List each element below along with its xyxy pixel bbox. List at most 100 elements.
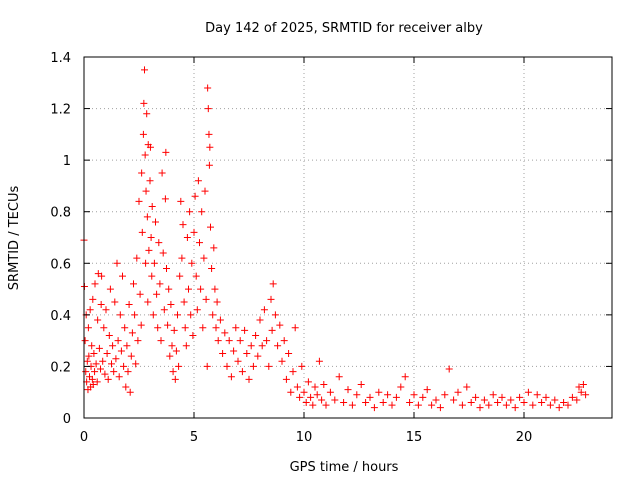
data-point: [176, 272, 184, 280]
data-point: [182, 342, 190, 350]
data-point: [175, 362, 183, 370]
data-point: [115, 373, 123, 381]
data-point: [201, 187, 209, 195]
y-tick-label: 0.4: [50, 309, 71, 324]
data-point: [213, 298, 221, 306]
data-point: [285, 350, 293, 358]
data-point: [502, 401, 510, 409]
data-point: [212, 324, 220, 332]
data-point: [362, 399, 370, 407]
data-point: [287, 388, 295, 396]
data-point: [353, 391, 361, 399]
data-point: [156, 280, 164, 288]
y-tick-label: 0.2: [50, 360, 71, 375]
data-point: [304, 378, 312, 386]
data-point: [143, 213, 151, 221]
data-point: [199, 324, 207, 332]
data-point: [172, 347, 180, 355]
data-point: [480, 396, 488, 404]
data-point: [105, 331, 113, 339]
data-point: [214, 337, 222, 345]
x-axis-label: GPS time / hours: [290, 460, 399, 475]
data-point: [335, 373, 343, 381]
data-point: [137, 321, 145, 329]
data-point: [267, 295, 275, 303]
data-point: [138, 228, 146, 236]
data-point: [127, 352, 135, 360]
data-point: [450, 396, 458, 404]
data-point: [161, 195, 169, 203]
data-point: [206, 143, 214, 151]
data-point: [245, 375, 253, 383]
data-point: [153, 290, 161, 298]
data-marks: [80, 66, 590, 412]
data-point: [225, 337, 233, 345]
x-tick-label: 0: [80, 430, 88, 445]
data-point: [145, 246, 153, 254]
data-point: [117, 347, 125, 355]
data-point: [119, 272, 126, 280]
data-point: [159, 249, 167, 257]
data-point: [205, 161, 213, 169]
data-point: [204, 84, 212, 92]
data-point: [516, 393, 524, 401]
data-point: [120, 362, 128, 370]
data-point: [154, 324, 162, 332]
data-point: [298, 362, 306, 370]
data-point: [454, 388, 462, 396]
data-point: [227, 373, 235, 381]
data-point: [249, 362, 257, 370]
tick-labels: 0 0.2 0.4 0.6 0.8 1 1.2 1.4 0 5 10 15 20: [50, 51, 532, 445]
data-point: [428, 401, 436, 409]
data-point: [219, 350, 227, 358]
data-point: [370, 404, 378, 412]
data-point: [524, 388, 532, 396]
data-point: [85, 352, 93, 360]
data-point: [252, 331, 260, 339]
data-point: [366, 393, 374, 401]
data-point: [95, 344, 103, 352]
data-point: [463, 383, 471, 391]
data-point: [82, 368, 90, 376]
data-point: [320, 380, 328, 388]
data-point: [315, 357, 323, 365]
data-point: [83, 357, 91, 365]
data-point: [185, 285, 192, 293]
data-point: [357, 380, 365, 388]
data-point: [148, 203, 156, 211]
data-point: [489, 391, 497, 399]
data-point: [230, 347, 238, 355]
x-tick-label: 15: [406, 430, 423, 445]
data-point: [379, 399, 387, 407]
plot-frame: [83, 56, 613, 419]
data-point: [126, 388, 134, 396]
data-point: [180, 298, 188, 306]
data-point: [388, 401, 396, 409]
data-point: [103, 350, 111, 358]
data-point: [155, 239, 163, 247]
data-point: [410, 391, 418, 399]
data-point: [135, 197, 143, 205]
grid: [84, 57, 612, 418]
y-tick-label: 1: [63, 154, 71, 169]
data-point: [99, 357, 107, 365]
data-point: [101, 370, 109, 378]
data-point: [205, 130, 213, 138]
data-point: [100, 324, 108, 332]
data-point: [102, 306, 110, 314]
data-point: [348, 401, 356, 409]
data-point: [467, 399, 475, 407]
ticks: [83, 56, 612, 419]
data-point: [254, 352, 262, 360]
x-tick-label: 10: [296, 430, 313, 445]
data-point: [187, 311, 195, 319]
data-point: [280, 337, 288, 345]
data-point: [125, 301, 133, 309]
data-point: [88, 375, 96, 383]
data-point: [190, 228, 198, 236]
data-point: [141, 151, 149, 159]
data-point: [568, 393, 576, 401]
data-point: [560, 399, 568, 407]
